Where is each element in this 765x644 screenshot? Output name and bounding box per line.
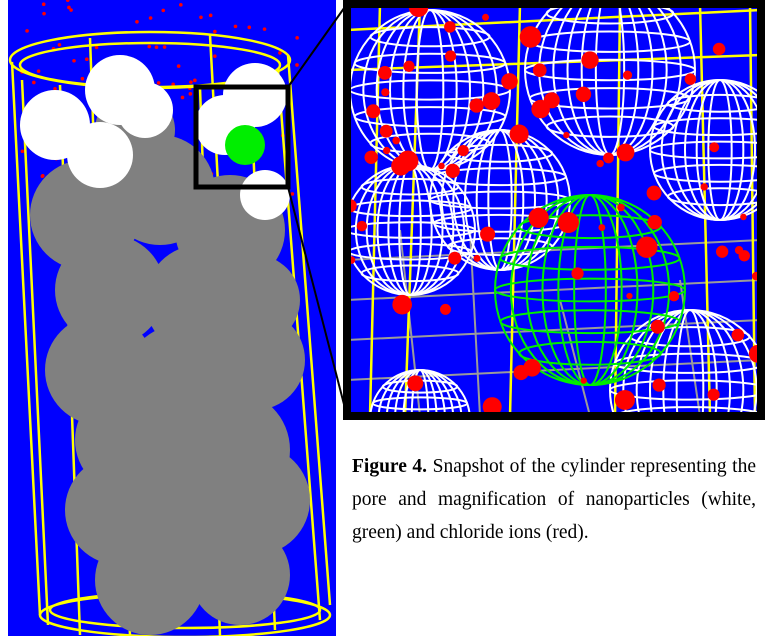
ion-dot	[652, 378, 665, 391]
ion-dot	[407, 375, 423, 391]
ion-dot	[617, 144, 635, 162]
ion-dot	[713, 43, 725, 55]
ion-dot	[247, 26, 251, 30]
ion-dot	[669, 291, 679, 301]
figure-caption: Figure 4. Snapshot of the cylinder repre…	[352, 450, 756, 549]
ion-dot	[480, 227, 495, 242]
ion-dot	[357, 221, 367, 231]
ion-dot	[366, 104, 380, 118]
ion-dot	[72, 59, 76, 63]
ion-dot	[234, 25, 238, 29]
ion-dot	[617, 204, 624, 211]
ion-dot	[295, 36, 299, 40]
ion-dot	[25, 29, 29, 33]
ion-dot	[501, 73, 518, 90]
ion-dot	[483, 92, 501, 110]
ion-dot	[469, 98, 483, 112]
ion-dot	[263, 27, 267, 31]
ion-dot	[149, 16, 153, 20]
ion-dot	[213, 30, 217, 34]
ion-dot	[716, 246, 728, 258]
ion-dot	[458, 145, 469, 156]
ion-dot	[596, 160, 603, 167]
green-particle	[225, 125, 265, 165]
ion-dot	[440, 304, 451, 315]
ion-dot	[626, 293, 632, 299]
ion-dot	[199, 15, 203, 19]
figure-label: Figure 4.	[352, 456, 427, 477]
ion-dot	[403, 61, 414, 72]
ion-dot	[67, 6, 71, 10]
ion-dot	[482, 14, 489, 21]
ion-dot	[161, 9, 165, 13]
ion-dot	[392, 137, 400, 145]
ion-dot	[708, 389, 720, 401]
ion-dot	[85, 57, 89, 61]
ion-dot	[135, 20, 139, 24]
ion-dot	[529, 208, 549, 228]
ion-dot	[380, 125, 393, 138]
ion-dot	[157, 81, 161, 85]
ion-dot	[448, 252, 461, 265]
ion-dot	[383, 147, 390, 154]
ion-dot	[295, 63, 299, 67]
ion-dot	[58, 43, 62, 47]
ion-dot	[735, 246, 743, 254]
ion-dot	[181, 96, 185, 100]
ion-dot	[647, 215, 661, 229]
ion-dot	[581, 51, 598, 68]
ion-dot	[189, 92, 193, 96]
ion-dot	[42, 2, 46, 6]
page: Figure 4. Snapshot of the cylinder repre…	[0, 0, 765, 644]
ion-dot	[623, 71, 632, 80]
ion-dot	[709, 142, 719, 152]
ion-dot	[209, 14, 213, 18]
ion-dot	[193, 79, 197, 83]
ion-dot	[533, 63, 547, 77]
ion-dot	[563, 132, 569, 138]
ion-dot	[213, 54, 217, 58]
ion-dot	[364, 151, 377, 164]
ion-dot	[81, 77, 85, 81]
ion-dot	[147, 45, 151, 49]
ion-dot	[42, 12, 46, 16]
ion-dot	[615, 390, 635, 410]
ion-dot	[603, 153, 614, 164]
ion-dot	[647, 186, 662, 201]
ion-dot	[32, 81, 36, 85]
ion-dot	[651, 320, 665, 334]
ion-dot	[41, 174, 45, 178]
ion-dot	[177, 64, 181, 68]
ion-dot	[378, 66, 392, 80]
ion-dot	[474, 255, 481, 262]
ion-dot	[558, 212, 579, 233]
ion-dot	[598, 224, 605, 231]
ion-dot	[438, 163, 445, 170]
ion-dot	[701, 183, 708, 190]
ion-dot	[381, 88, 389, 96]
ion-dot	[581, 377, 587, 383]
ion-dot	[685, 73, 697, 85]
ion-dot	[392, 295, 412, 315]
ion-dot	[179, 3, 183, 7]
ion-dot	[163, 45, 167, 49]
ion-dot	[732, 329, 745, 342]
ion-dot	[189, 80, 193, 84]
ion-dot	[636, 236, 657, 257]
ion-dot	[398, 151, 419, 172]
ion-dot	[37, 69, 41, 73]
ion-dot	[445, 50, 456, 61]
ion-dot	[576, 87, 591, 102]
ion-dot	[513, 365, 528, 380]
ion-dot	[444, 21, 456, 33]
ion-dot	[510, 125, 529, 144]
sphere-parallel	[373, 431, 467, 443]
ion-dot	[155, 45, 159, 49]
ion-dot	[740, 214, 747, 221]
ion-dot	[531, 100, 550, 119]
ion-dot	[446, 164, 460, 178]
ion-dot	[21, 149, 25, 153]
ion-dot	[520, 26, 542, 48]
ion-dot	[571, 267, 583, 279]
